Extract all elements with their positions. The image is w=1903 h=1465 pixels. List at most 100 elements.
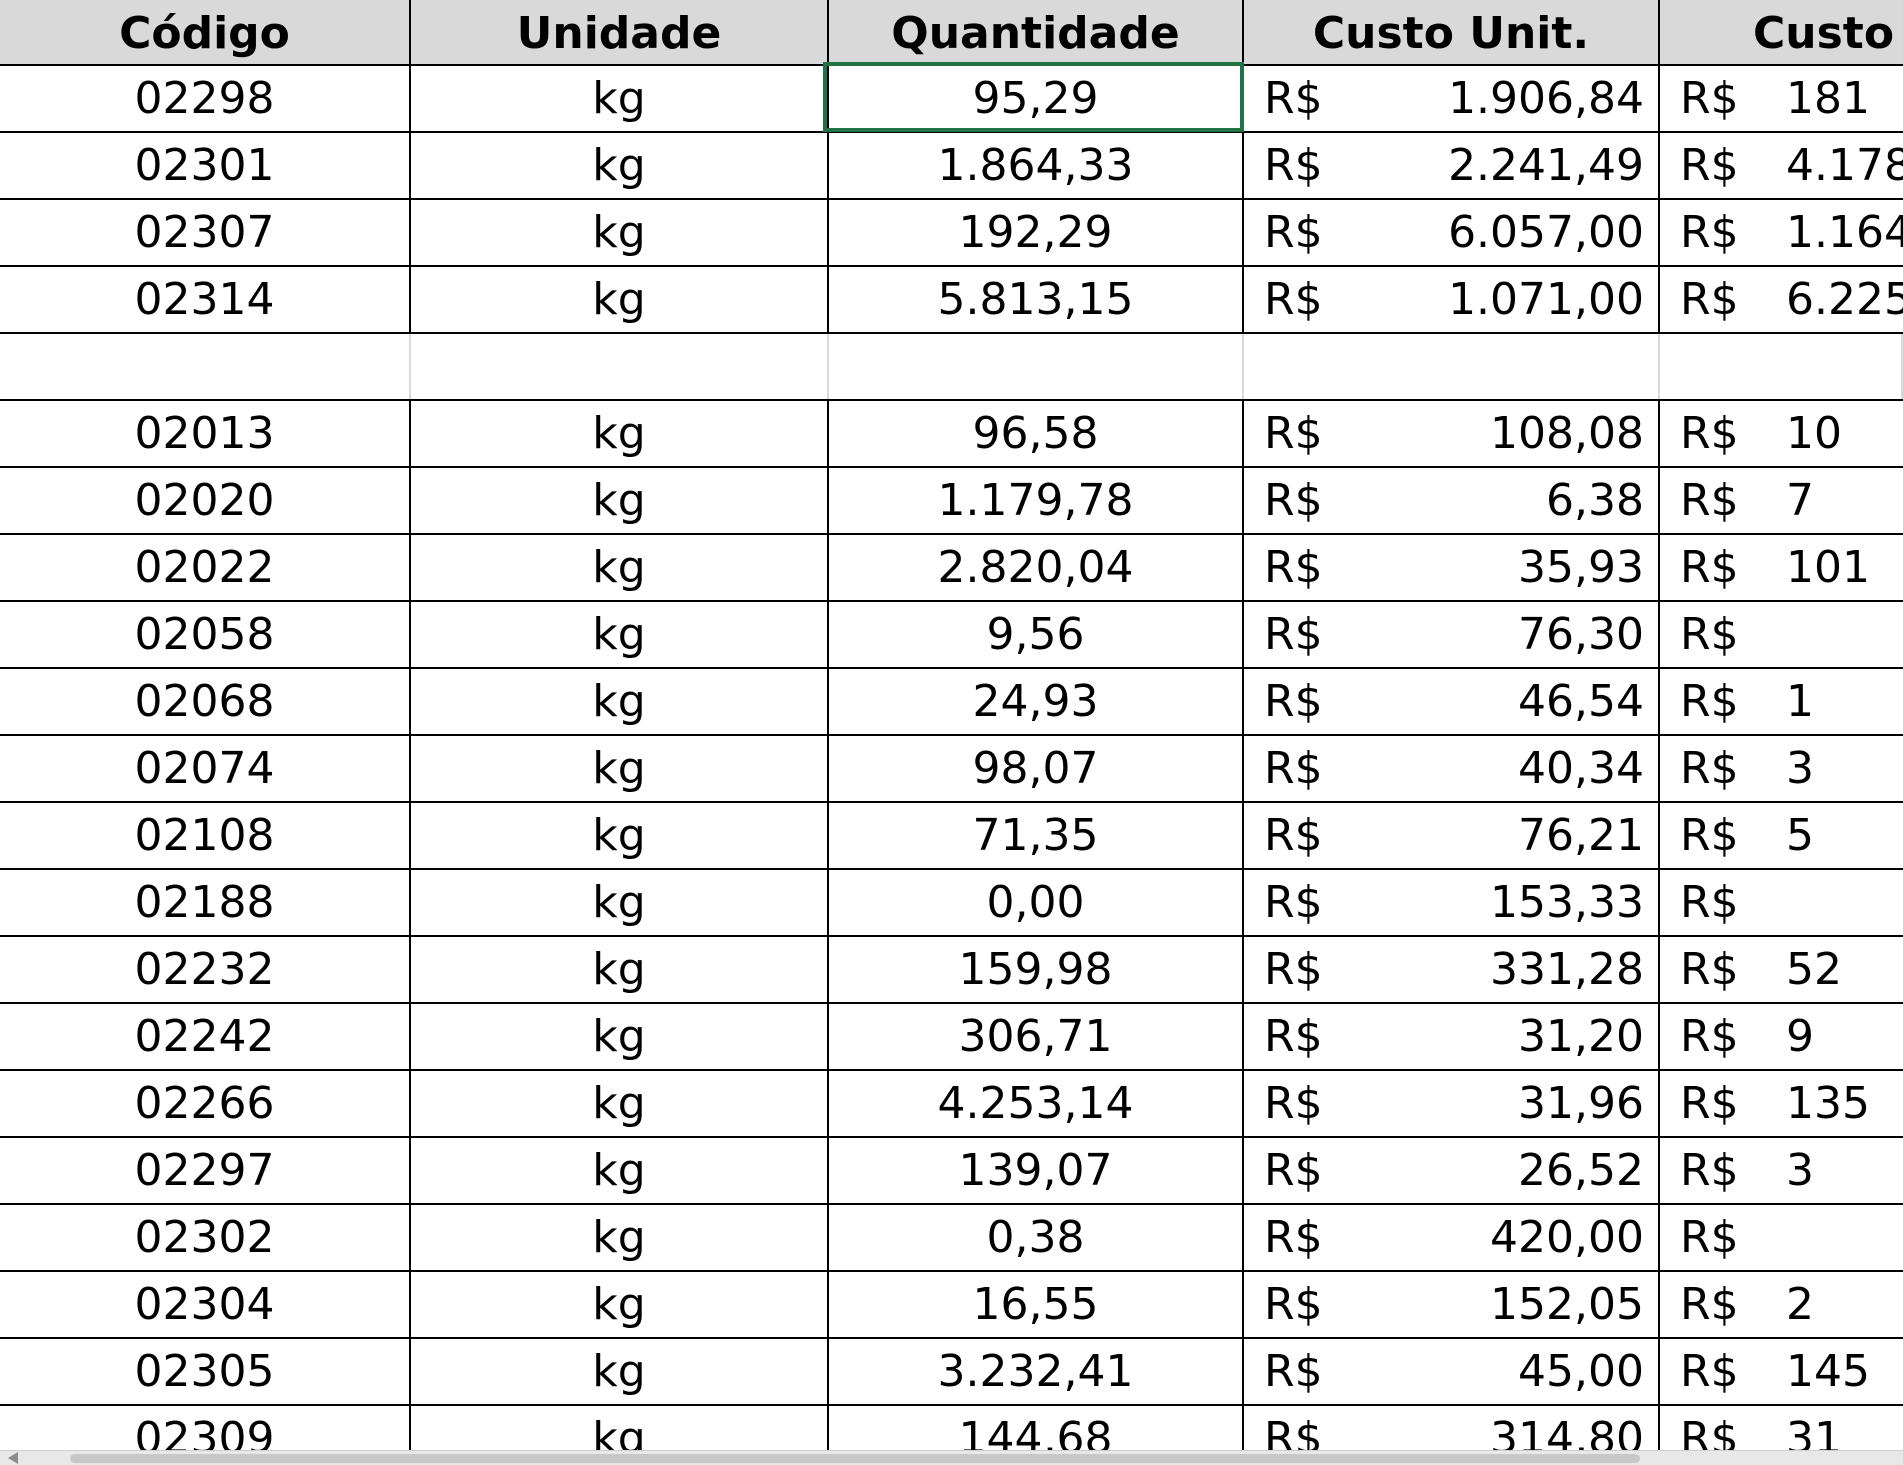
cell-codigo[interactable]: 02074 [0, 736, 411, 801]
empty-cell[interactable] [829, 334, 1244, 399]
cell-codigo[interactable]: 02307 [0, 200, 411, 265]
cell-quantidade[interactable]: 71,35 [829, 803, 1244, 868]
cell-unidade[interactable]: kg [411, 736, 829, 801]
cell-unidade[interactable]: kg [411, 1071, 829, 1136]
cell-custo-total[interactable]: R$ 4.178 [1660, 133, 1903, 198]
column-header-custo-unit[interactable]: Custo Unit. [1244, 0, 1660, 64]
cell-quantidade[interactable]: 192,29 [829, 200, 1244, 265]
cell-custo-total[interactable]: R$ 2 [1660, 1272, 1903, 1337]
cell-unidade[interactable]: kg [411, 468, 829, 533]
cell-codigo[interactable]: 02013 [0, 401, 411, 466]
cell-quantidade[interactable]: 95,29 [829, 66, 1244, 131]
cell-unidade[interactable]: kg [411, 1205, 829, 1270]
empty-cell[interactable] [0, 334, 411, 399]
cell-quantidade[interactable]: 0,00 [829, 870, 1244, 935]
cell-custo-unit[interactable]: R$ 45,00 [1244, 1339, 1660, 1404]
cell-quantidade[interactable]: 0,38 [829, 1205, 1244, 1270]
cell-quantidade[interactable]: 96,58 [829, 401, 1244, 466]
cell-codigo[interactable]: 02302 [0, 1205, 411, 1270]
cell-custo-unit[interactable]: R$ 35,93 [1244, 535, 1660, 600]
cell-unidade[interactable]: kg [411, 937, 829, 1002]
cell-codigo[interactable]: 02108 [0, 803, 411, 868]
cell-quantidade[interactable]: 144,68 [829, 1406, 1244, 1450]
cell-quantidade[interactable]: 5.813,15 [829, 267, 1244, 332]
cell-unidade[interactable]: kg [411, 1272, 829, 1337]
cell-unidade[interactable]: kg [411, 200, 829, 265]
cell-custo-total[interactable]: R$ 6.225 [1660, 267, 1903, 332]
cell-unidade[interactable]: kg [411, 267, 829, 332]
cell-custo-unit[interactable]: R$ 1.906,84 [1244, 66, 1660, 131]
cell-custo-unit[interactable]: R$ 76,21 [1244, 803, 1660, 868]
cell-custo-unit[interactable]: R$ 152,05 [1244, 1272, 1660, 1337]
cell-codigo[interactable]: 02266 [0, 1071, 411, 1136]
cell-custo-unit[interactable]: R$ 6.057,00 [1244, 200, 1660, 265]
cell-unidade[interactable]: kg [411, 401, 829, 466]
cell-quantidade[interactable]: 9,56 [829, 602, 1244, 667]
cell-custo-total[interactable]: R$ 101 [1660, 535, 1903, 600]
empty-cell[interactable] [1244, 334, 1660, 399]
cell-codigo[interactable]: 02188 [0, 870, 411, 935]
cell-codigo[interactable]: 02242 [0, 1004, 411, 1069]
cell-custo-total[interactable]: R$ 9 [1660, 1004, 1903, 1069]
cell-custo-total[interactable]: R$ 10 [1660, 401, 1903, 466]
cell-custo-total[interactable]: R$ [1660, 1205, 1903, 1270]
cell-custo-unit[interactable]: R$ 6,38 [1244, 468, 1660, 533]
cell-quantidade[interactable]: 139,07 [829, 1138, 1244, 1203]
cell-custo-total[interactable]: R$ 7 [1660, 468, 1903, 533]
cell-codigo[interactable]: 02305 [0, 1339, 411, 1404]
cell-unidade[interactable]: kg [411, 535, 829, 600]
cell-quantidade[interactable]: 16,55 [829, 1272, 1244, 1337]
cell-custo-total[interactable]: R$ 5 [1660, 803, 1903, 868]
cell-custo-total[interactable]: R$ 1 [1660, 669, 1903, 734]
empty-cell[interactable] [1660, 334, 1903, 399]
column-header-codigo[interactable]: Código [0, 0, 411, 64]
cell-custo-total[interactable]: R$ 1.164 [1660, 200, 1903, 265]
cell-custo-unit[interactable]: R$ 153,33 [1244, 870, 1660, 935]
cell-custo-unit[interactable]: R$ 76,30 [1244, 602, 1660, 667]
column-header-custo-total[interactable]: Custo T [1753, 8, 1903, 59]
cell-unidade[interactable]: kg [411, 1406, 829, 1450]
cell-custo-total[interactable]: R$ 181 [1660, 66, 1903, 131]
cell-unidade[interactable]: kg [411, 1339, 829, 1404]
cell-codigo[interactable]: 02297 [0, 1138, 411, 1203]
cell-custo-total[interactable]: R$ 31 [1660, 1406, 1903, 1450]
cell-codigo[interactable]: 02020 [0, 468, 411, 533]
scroll-left-arrow-icon[interactable] [8, 1452, 18, 1464]
cell-custo-unit[interactable]: R$ 108,08 [1244, 401, 1660, 466]
cell-custo-total[interactable]: R$ [1660, 602, 1903, 667]
cell-codigo[interactable]: 02304 [0, 1272, 411, 1337]
cell-codigo[interactable]: 02309 [0, 1406, 411, 1450]
cell-custo-total[interactable]: R$ [1660, 870, 1903, 935]
cell-custo-total[interactable]: R$ 52 [1660, 937, 1903, 1002]
cell-custo-unit[interactable]: R$ 31,20 [1244, 1004, 1660, 1069]
cell-codigo[interactable]: 02068 [0, 669, 411, 734]
cell-custo-unit[interactable]: R$ 31,96 [1244, 1071, 1660, 1136]
empty-cell[interactable] [411, 334, 829, 399]
cell-quantidade[interactable]: 159,98 [829, 937, 1244, 1002]
cell-codigo[interactable]: 02058 [0, 602, 411, 667]
cell-codigo[interactable]: 02301 [0, 133, 411, 198]
scrollbar-thumb[interactable] [70, 1454, 1640, 1463]
cell-unidade[interactable]: kg [411, 803, 829, 868]
cell-codigo[interactable]: 02022 [0, 535, 411, 600]
column-header-quantidade[interactable]: Quantidade [829, 0, 1244, 64]
cell-unidade[interactable]: kg [411, 602, 829, 667]
cell-custo-unit[interactable]: R$ 2.241,49 [1244, 133, 1660, 198]
cell-custo-total[interactable]: R$ 145 [1660, 1339, 1903, 1404]
cell-quantidade[interactable]: 3.232,41 [829, 1339, 1244, 1404]
cell-quantidade[interactable]: 4.253,14 [829, 1071, 1244, 1136]
cell-unidade[interactable]: kg [411, 133, 829, 198]
cell-quantidade[interactable]: 1.864,33 [829, 133, 1244, 198]
cell-custo-total[interactable]: R$ 3 [1660, 1138, 1903, 1203]
cell-quantidade[interactable]: 2.820,04 [829, 535, 1244, 600]
cell-unidade[interactable]: kg [411, 870, 829, 935]
cell-quantidade[interactable]: 306,71 [829, 1004, 1244, 1069]
cell-custo-unit[interactable]: R$ 40,34 [1244, 736, 1660, 801]
cell-unidade[interactable]: kg [411, 669, 829, 734]
cell-quantidade[interactable]: 98,07 [829, 736, 1244, 801]
cell-codigo[interactable]: 02314 [0, 267, 411, 332]
cell-custo-unit[interactable]: R$ 314,80 [1244, 1406, 1660, 1450]
cell-codigo[interactable]: 02232 [0, 937, 411, 1002]
cell-custo-total[interactable]: R$ 3 [1660, 736, 1903, 801]
cell-quantidade[interactable]: 1.179,78 [829, 468, 1244, 533]
